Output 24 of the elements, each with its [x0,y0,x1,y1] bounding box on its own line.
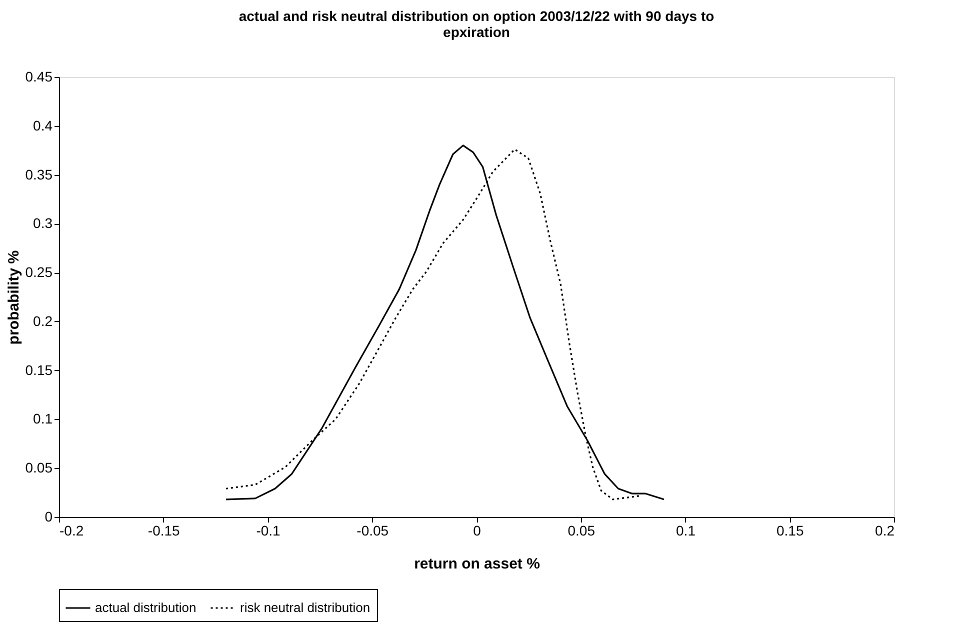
x-tick-label: 0.05 [568,522,596,538]
y-axis-title: probability % [5,250,22,345]
y-tick-label: 0.15 [25,362,53,378]
y-tick-label: 0.45 [25,68,53,84]
y-tick-label: 0.3 [33,215,53,232]
legend-label: risk neutral distribution [240,600,370,615]
x-tick-label: 0.15 [776,522,804,538]
x-tick-label: -0.2 [60,522,84,538]
x-tick-label: 0 [473,522,482,538]
y-tick-label: 0 [44,508,53,524]
x-tick-label: -0.1 [256,522,281,538]
y-tick-label: 0.1 [33,410,53,427]
x-axis-title: return on asset % [414,556,540,572]
y-tick-label: 0.4 [33,117,53,134]
legend-label: actual distribution [95,600,196,615]
x-tick-label: -0.05 [356,522,389,538]
y-tick-label: 0.2 [33,312,53,329]
y-tick-label: 0.35 [25,166,53,182]
y-tick-label: 0.05 [25,460,53,476]
y-tick-label: 0.25 [25,264,53,280]
x-tick-label: 0.2 [875,522,895,538]
x-tick-label: 0.1 [676,522,696,538]
x-tick-label: -0.15 [148,522,180,538]
chart-title: actual and risk neutral distribution on option 2003/12/22 with 90 days to epxiration [238,8,714,40]
